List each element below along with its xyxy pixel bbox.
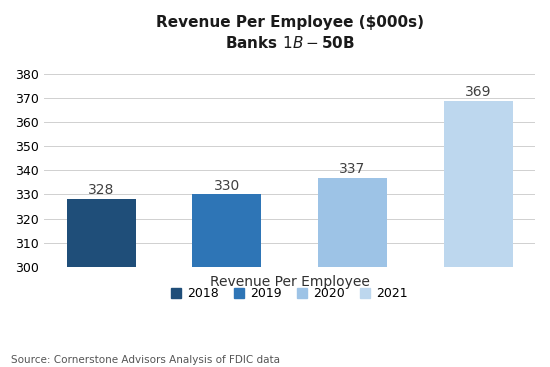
Bar [318,178,387,267]
Text: Source: Cornerstone Advisors Analysis of FDIC data: Source: Cornerstone Advisors Analysis of… [11,355,280,365]
Title: Revenue Per Employee ($000s)
Banks $1B - $50B: Revenue Per Employee ($000s) Banks $1B -… [156,15,424,51]
Text: 328: 328 [88,184,114,197]
X-axis label: Revenue Per Employee: Revenue Per Employee [210,275,370,289]
Bar [67,199,136,267]
Bar [192,195,261,267]
Text: 330: 330 [214,179,240,193]
Text: 337: 337 [339,162,366,176]
Bar [444,101,513,267]
Legend: 2018, 2019, 2020, 2021: 2018, 2019, 2020, 2021 [166,283,413,305]
Text: 369: 369 [465,85,491,99]
